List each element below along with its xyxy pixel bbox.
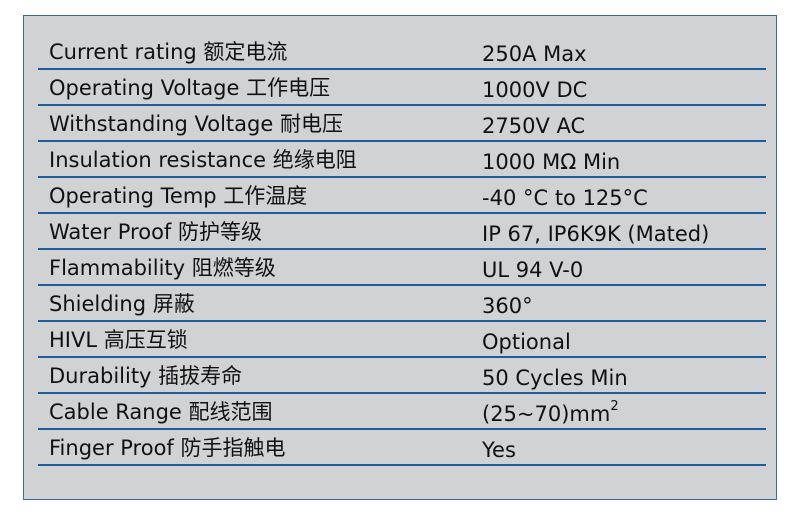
table-row: Operating Voltage 工作电压 1000V DC — [38, 70, 766, 106]
spec-label: Cable Range 配线范围 — [49, 400, 273, 424]
spec-value: 2750V AC — [482, 114, 585, 138]
table-row: Durability 插拔寿命 50 Cycles Min — [38, 358, 766, 394]
spec-label: Insulation resistance 绝缘电阻 — [49, 148, 357, 172]
spec-label: Operating Voltage 工作电压 — [49, 76, 331, 100]
table-row: Operating Temp 工作温度 -40 °C to 125°C — [38, 178, 766, 214]
spec-panel: Current rating 额定电流 250A Max Operating Vol… — [23, 15, 777, 500]
spec-value: 250A Max — [482, 42, 587, 66]
spec-value-text: 1000V DC — [482, 78, 588, 102]
spec-value: 360° — [482, 294, 533, 318]
spec-value: -40 °C to 125°C — [482, 186, 648, 210]
table-row: Shielding 屏蔽 360° — [38, 286, 766, 322]
table-row: Current rating 额定电流 250A Max — [38, 34, 766, 70]
superscript: 2 — [610, 399, 619, 414]
spec-table: Current rating 额定电流 250A Max Operating Vol… — [38, 34, 766, 466]
spec-value-text: 1000 MΩ Min — [482, 150, 621, 174]
spec-value: UL 94 V-0 — [482, 258, 583, 282]
spec-value-text: -40 °C to 125°C — [482, 186, 648, 210]
table-row: Cable Range 配线范围 (25~70)mm2 — [38, 394, 766, 430]
spec-value-text: 50 Cycles Min — [482, 366, 628, 390]
spec-label: HIVL 高压互锁 — [49, 328, 188, 352]
spec-value: 50 Cycles Min — [482, 366, 628, 390]
table-row: Finger Proof 防手指触电 Yes — [38, 430, 766, 466]
spec-value: Yes — [482, 438, 516, 462]
spec-label: Water Proof 防护等级 — [49, 220, 262, 244]
spec-value-text: IP 67, IP6K9K (Mated) — [482, 222, 710, 246]
spec-label: Withstanding Voltage 耐电压 — [49, 112, 343, 136]
spec-label: Finger Proof 防手指触电 — [49, 436, 286, 460]
table-row: Insulation resistance 绝缘电阻 1000 MΩ Min — [38, 142, 766, 178]
table-row: Flammability 阻燃等级 UL 94 V-0 — [38, 250, 766, 286]
table-row: HIVL 高压互锁 Optional — [38, 322, 766, 358]
spec-value: 1000 MΩ Min — [482, 150, 620, 174]
spec-label: Operating Temp 工作温度 — [49, 184, 308, 208]
spec-label: Flammability 阻燃等级 — [49, 256, 276, 280]
spec-label: Current rating 额定电流 — [49, 40, 288, 64]
spec-value-text: UL 94 V-0 — [482, 258, 584, 282]
spec-value-text: 360° — [482, 294, 533, 318]
table-row: Water Proof 防护等级 IP 67, IP6K9K (Mated) — [38, 214, 766, 250]
spec-label: Shielding 屏蔽 — [49, 292, 195, 316]
table-row: Withstanding Voltage 耐电压 2750V AC — [38, 106, 766, 142]
spec-value-text: 250A Max — [482, 42, 587, 66]
spec-value: 1000V DC — [482, 78, 587, 102]
spec-value-text: (25~70)mm — [482, 402, 611, 426]
spec-value: (25~70)mm2 — [482, 399, 619, 426]
spec-label: Durability 插拔寿命 — [49, 364, 243, 388]
spec-value-text: Optional — [482, 330, 571, 354]
spec-value: Optional — [482, 330, 571, 354]
spec-value-text: 2750V AC — [482, 114, 586, 138]
spec-value-text: Yes — [482, 438, 516, 462]
spec-value: IP 67, IP6K9K (Mated) — [482, 222, 709, 246]
